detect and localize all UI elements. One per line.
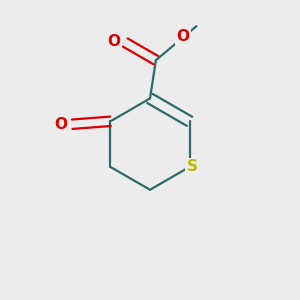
Text: O: O bbox=[177, 29, 190, 44]
Text: O: O bbox=[55, 117, 68, 132]
Text: S: S bbox=[186, 159, 197, 174]
Text: O: O bbox=[108, 34, 121, 49]
